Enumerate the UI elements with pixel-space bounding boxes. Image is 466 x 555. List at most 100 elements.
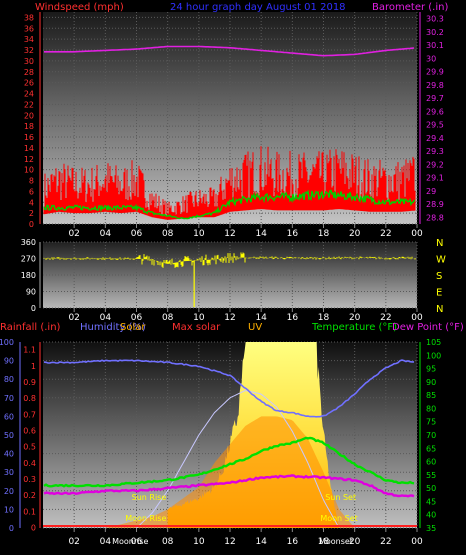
- x-tick-label: 06: [131, 229, 143, 239]
- moonrise-axis-label: Moonrise: [112, 537, 148, 546]
- wind-barometer-panel: Windspeed (mph) 24 hour graph day August…: [24, 2, 449, 239]
- windspeed-tick-label: 10: [24, 166, 34, 175]
- humidity-series: [43, 359, 414, 418]
- rainfall-tick-label: 0.6: [23, 426, 36, 435]
- x-tick-label: 08: [162, 229, 174, 239]
- temperature-header: Temperature (°F): [311, 322, 397, 333]
- direction-degree-label: 180: [21, 271, 36, 280]
- windspeed-tick-label: 16: [24, 133, 34, 142]
- x-tick-label: 22: [380, 537, 391, 547]
- windspeed-tick-label: 28: [24, 68, 34, 77]
- x-tick-label: 16: [287, 537, 299, 547]
- windspeed-tick-label: 8: [29, 177, 34, 186]
- x-tick-label: 16: [287, 229, 299, 239]
- barometer-tick-label: 29.3: [426, 147, 444, 156]
- windspeed-tick-label: 24: [24, 90, 34, 99]
- barometer-tick-label: 28.9: [426, 200, 444, 209]
- panel1-series: [43, 45, 416, 220]
- direction-degree-label: 0: [31, 304, 36, 313]
- temperature-tick-label: 80: [426, 404, 436, 413]
- windspeed-tick-label: 2: [29, 209, 34, 218]
- x-tick-label: 10: [193, 537, 205, 547]
- windspeed-tick-label: 38: [24, 13, 34, 22]
- temperature-tick-label: 75: [426, 418, 436, 427]
- solar-area-series: [105, 416, 355, 528]
- rainfall-tick-label: 0.8: [23, 394, 36, 403]
- dew-point-header: Dew Point (°F): [392, 322, 464, 333]
- barometer-tick-label: 30.2: [426, 28, 444, 37]
- barometer-tick-label: 29: [426, 187, 436, 196]
- x-tick-label: 12: [224, 229, 235, 239]
- panel3-humidity-axis: 0 10 20 30 40 50 60 70 80 90 100: [0, 338, 21, 533]
- graph-date-header: 24 hour graph day August 01 2018: [170, 2, 346, 13]
- temperature-tick-label: 105: [426, 338, 441, 347]
- x-tick-label: 14: [255, 229, 267, 239]
- x-tick-label: 14: [255, 537, 267, 547]
- temperature-tick-label: 35: [426, 524, 436, 533]
- temperature-tick-label: 95: [426, 365, 436, 374]
- x-tick-label: 00: [411, 229, 423, 239]
- windspeed-tick-label: 18: [24, 122, 34, 131]
- humidity-tick-label: 80: [4, 375, 14, 384]
- compass-point-label: N: [436, 304, 443, 315]
- humidity-tick-label: 0: [9, 524, 14, 533]
- x-tick-label: 12: [224, 537, 235, 547]
- rainfall-tick-label: 0: [31, 524, 36, 533]
- windspeed-tick-label: 22: [24, 100, 34, 109]
- barometer-tick-label: 29.2: [426, 160, 444, 169]
- direction-degree-label: 90: [26, 288, 36, 297]
- x-tick-label: 04: [100, 537, 112, 547]
- rainfall-tick-label: 0.1: [23, 507, 36, 516]
- windspeed-tick-label: 32: [24, 46, 34, 55]
- windspeed-tick-label: 14: [24, 144, 34, 153]
- x-tick-label: 08: [162, 313, 174, 323]
- temperature-tick-label: 45: [426, 497, 436, 506]
- barometer-tick-label: 29.5: [426, 121, 444, 130]
- sun-set-label: Sun Set: [325, 493, 356, 502]
- x-tick-label: 04: [100, 229, 112, 239]
- compass-point-label: N: [436, 238, 443, 249]
- x-tick-label: 00: [411, 537, 423, 547]
- humidity-header: Humidity (%): [80, 322, 146, 333]
- x-tick-label: 18: [318, 537, 330, 547]
- rainfall-tick-label: 0.7: [23, 410, 36, 419]
- windspeed-tick-label: 0: [29, 220, 34, 229]
- wind-gust-series: [43, 146, 416, 220]
- x-tick-label: 06: [131, 313, 143, 323]
- x-tick-label: 20: [349, 537, 361, 547]
- moon-set-label: Moon Set: [320, 514, 357, 523]
- dew-point-series: [43, 474, 415, 498]
- panel3-time-axis: 02 04 06 08 10 12 14 16 18 20 22 00: [68, 528, 423, 547]
- humidity-tick-label: 30: [4, 468, 14, 477]
- temperature-tick-label: 50: [426, 484, 436, 493]
- compass-point-label: W: [436, 255, 446, 266]
- rainfall-tick-label: 0.5: [23, 443, 36, 452]
- x-tick-label: 14: [255, 313, 267, 323]
- x-tick-label: 20: [349, 229, 361, 239]
- panel1-time-axis: 02 04 06 08 10 12 14 16 18 20 22 00: [68, 224, 423, 239]
- temperature-tick-label: 60: [426, 458, 436, 467]
- panel2-series: [43, 252, 416, 308]
- windspeed-tick-label: 30: [24, 57, 34, 66]
- uv-header: UV: [248, 322, 262, 333]
- max-solar-header: Max solar: [172, 322, 221, 333]
- rainfall-tick-label: 0.9: [23, 378, 36, 387]
- panel3-annotations: Sun Rise Sun Set Moon Rise Moon Set Moonrise…: [112, 493, 358, 546]
- barometer-tick-label: 30.1: [426, 41, 444, 50]
- compass-point-label: S: [436, 271, 442, 282]
- panel1-barometer-axis: 28.8 28.9 29 29.1 29.2 29.3 29.4 29.5 29.6 29.7 29…: [419, 12, 444, 224]
- humidity-tick-label: 40: [4, 450, 14, 459]
- wind-average-series: [43, 189, 416, 220]
- x-tick-label: 10: [193, 229, 205, 239]
- solar-temperature-panel: Rainfall (.in) Humidity (%) Solar Max so…: [0, 322, 464, 547]
- panel2-time-axis: 02 04 06 08 10 12 14 16 18 20 22 00: [68, 308, 423, 323]
- compass-point-label: E: [436, 288, 442, 299]
- x-tick-label: 02: [68, 229, 79, 239]
- windspeed-tick-label: 4: [29, 198, 34, 207]
- rainfall-tick-label: 0.3: [23, 475, 36, 484]
- barometer-tick-label: 29.6: [426, 107, 444, 116]
- rainfall-tick-label: 0.4: [23, 459, 36, 468]
